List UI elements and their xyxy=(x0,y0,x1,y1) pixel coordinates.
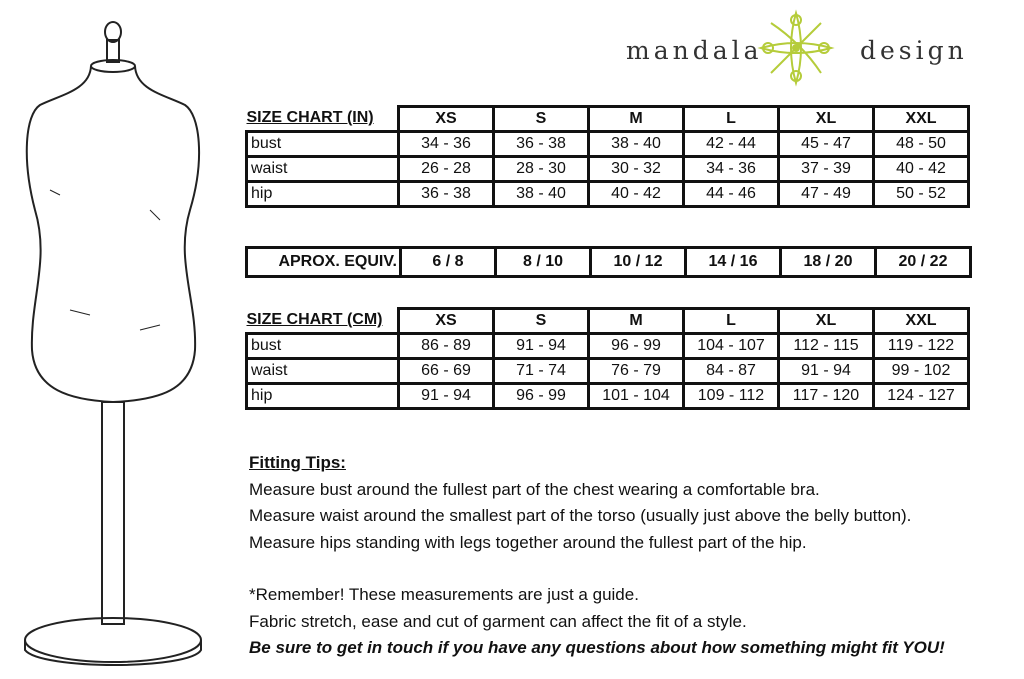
measurement-value: 48 - 50 xyxy=(872,130,970,158)
fabric-note: Fabric stretch, ease and cut of garment … xyxy=(249,611,747,631)
tip-line: Measure hips standing with legs together… xyxy=(249,532,807,552)
size-header: XXL xyxy=(872,307,970,335)
tip-line: Measure waist around the smallest part o… xyxy=(249,506,912,525)
equiv-label: APROX. EQUIV. xyxy=(245,246,402,278)
measurement-value: 45 - 47 xyxy=(777,130,875,158)
tip-line: Measure bust around the fullest part of … xyxy=(249,479,820,499)
table-row: bust 34 - 36 36 - 38 38 - 40 42 - 44 45 - 47 4… xyxy=(245,130,970,158)
measurement-value: 50 - 52 xyxy=(872,180,970,208)
measurement-value: 34 - 36 xyxy=(682,155,780,183)
measurement-value: 42 - 44 xyxy=(682,130,780,158)
measurement-value: 104 - 107 xyxy=(682,332,780,360)
measurement-value: 86 - 89 xyxy=(397,332,495,360)
measurement-value: 109 - 112 xyxy=(682,382,780,410)
remember-note: *Remember! These measurements are just a… xyxy=(249,585,639,604)
size-header: S xyxy=(492,105,590,133)
size-header: L xyxy=(682,307,780,335)
mandala-icon xyxy=(757,9,835,87)
size-chart-cm: SIZE CHART (CM) XS S M L XL XXL bust 86 -… xyxy=(245,307,970,410)
equiv-value: 6 / 8 xyxy=(399,246,497,278)
equiv-value: 10 / 12 xyxy=(589,246,687,278)
size-header: XS xyxy=(397,105,495,133)
table-row: waist 66 - 69 71 - 74 76 - 79 84 - 87 91 - 94… xyxy=(245,357,970,385)
measurement-value: 36 - 38 xyxy=(397,180,495,208)
logo-text-right: design xyxy=(860,36,968,65)
measurement-value: 112 - 115 xyxy=(777,332,875,360)
equiv-value: 14 / 16 xyxy=(684,246,782,278)
measurement-value: 36 - 38 xyxy=(492,130,590,158)
measurement-value: 34 - 36 xyxy=(397,130,495,158)
approx-equivalent-table: APROX. EQUIV. 6 / 8 8 / 10 10 / 12 14 / … xyxy=(245,246,972,278)
size-header: XS xyxy=(397,307,495,335)
table-row: bust 86 - 89 91 - 94 96 - 99 104 - 107 112 - … xyxy=(245,332,970,360)
table-row: APROX. EQUIV. 6 / 8 8 / 10 10 / 12 14 / … xyxy=(245,246,972,278)
size-header: S xyxy=(492,307,590,335)
measurement-value: 99 - 102 xyxy=(872,357,970,385)
measurement-label: bust xyxy=(245,332,400,360)
measurement-label: bust xyxy=(245,130,400,158)
size-chart-inches: SIZE CHART (IN) XS S M L XL XXL bust 34 -… xyxy=(245,105,970,208)
measurement-value: 124 - 127 xyxy=(872,382,970,410)
equiv-value: 8 / 10 xyxy=(494,246,592,278)
measurement-label: waist xyxy=(245,357,400,385)
measurement-value: 30 - 32 xyxy=(587,155,685,183)
size-header: M xyxy=(587,307,685,335)
table-header-row: SIZE CHART (IN) XS S M L XL XXL xyxy=(246,105,970,133)
measurement-value: 91 - 94 xyxy=(397,382,495,410)
measurement-value: 71 - 74 xyxy=(492,357,590,385)
measurement-value: 66 - 69 xyxy=(397,357,495,385)
measurement-value: 96 - 99 xyxy=(492,382,590,410)
measurement-value: 84 - 87 xyxy=(682,357,780,385)
measurement-value: 76 - 79 xyxy=(587,357,685,385)
measurement-value: 26 - 28 xyxy=(397,155,495,183)
dress-form-illustration xyxy=(24,21,202,666)
size-header: XL xyxy=(777,307,875,335)
measurement-value: 91 - 94 xyxy=(777,357,875,385)
measurement-value: 101 - 104 xyxy=(587,382,685,410)
measurement-value: 44 - 46 xyxy=(682,180,780,208)
measurement-value: 38 - 40 xyxy=(587,130,685,158)
measurement-value: 28 - 30 xyxy=(492,155,590,183)
measurement-label: hip xyxy=(245,180,400,208)
measurement-value: 96 - 99 xyxy=(587,332,685,360)
contact-note: Be sure to get in touch if you have any … xyxy=(249,638,945,657)
table-title: SIZE CHART (IN) xyxy=(246,106,399,133)
measurement-value: 38 - 40 xyxy=(492,180,590,208)
table-row: waist 26 - 28 28 - 30 30 - 32 34 - 36 37 - 39… xyxy=(245,155,970,183)
measurement-value: 119 - 122 xyxy=(872,332,970,360)
measurement-label: waist xyxy=(245,155,400,183)
measurement-value: 47 - 49 xyxy=(777,180,875,208)
table-row: hip 36 - 38 38 - 40 40 - 42 44 - 46 47 - 49 50… xyxy=(245,180,970,208)
measurement-value: 40 - 42 xyxy=(872,155,970,183)
size-header: M xyxy=(587,105,685,133)
measurement-value: 91 - 94 xyxy=(492,332,590,360)
measurement-value: 37 - 39 xyxy=(777,155,875,183)
size-header: L xyxy=(682,105,780,133)
measurement-value: 40 - 42 xyxy=(587,180,685,208)
equiv-value: 20 / 22 xyxy=(874,246,972,278)
size-header: XL xyxy=(777,105,875,133)
logo-text-left: mandala xyxy=(626,36,763,65)
equiv-value: 18 / 20 xyxy=(779,246,877,278)
table-title: SIZE CHART (CM) xyxy=(246,308,399,335)
table-header-row: SIZE CHART (CM) XS S M L XL XXL xyxy=(246,307,970,335)
fitting-tips: Fitting Tips: Measure bust around the fu… xyxy=(249,450,945,662)
measurement-value: 117 - 120 xyxy=(777,382,875,410)
brand-logo: mandala design xyxy=(626,9,968,100)
table-row: hip 91 - 94 96 - 99 101 - 104 109 - 112 117 -… xyxy=(245,382,970,410)
measurement-label: hip xyxy=(245,382,400,410)
size-header: XXL xyxy=(872,105,970,133)
tips-heading: Fitting Tips: xyxy=(249,453,346,472)
